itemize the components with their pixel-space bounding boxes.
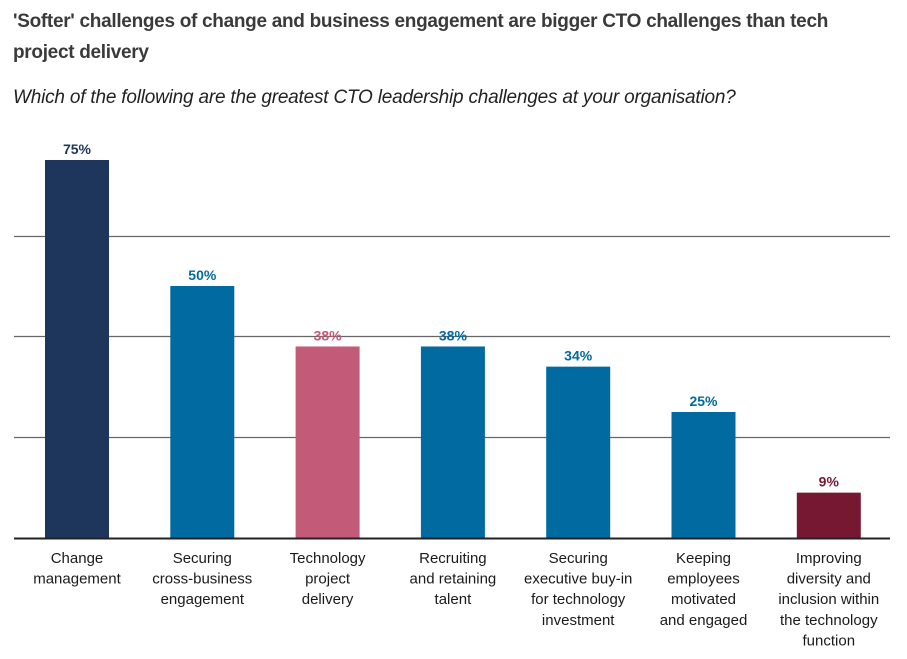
- chart-subtitle: Which of the following are the greatest …: [13, 87, 736, 108]
- category-label-line: inclusion within: [778, 591, 879, 608]
- category-label: Securing executive buy-in for technology in…: [524, 550, 632, 629]
- bar: [420, 346, 485, 538]
- category-label-line: engagement: [161, 591, 245, 608]
- category-label-line: Change: [51, 550, 104, 567]
- bar: [546, 366, 611, 538]
- value-label: 50%: [188, 267, 217, 283]
- bar: [295, 346, 360, 538]
- category-label-line: Technology: [290, 550, 366, 567]
- bar: [671, 412, 736, 538]
- value-label: 38%: [439, 327, 468, 343]
- category-label-line: and retaining: [410, 571, 497, 588]
- value-label: 38%: [314, 327, 343, 343]
- value-labels: 75% 50% 38% 38% 34% 25% 9%: [63, 141, 839, 490]
- category-label: Change management: [33, 550, 121, 588]
- category-label: Recruiting and retaining talent: [410, 550, 497, 608]
- chart-title: 'Softer' challenges of change and busine…: [13, 11, 829, 63]
- bars: [45, 160, 861, 538]
- category-label-line: Securing: [549, 550, 608, 567]
- category-label-line: talent: [435, 591, 473, 608]
- category-label-line: Improving: [796, 550, 862, 567]
- category-labels: Change management Securing cross-business en…: [33, 550, 879, 649]
- bar: [45, 160, 109, 538]
- category-label-line: employees: [667, 571, 740, 588]
- category-label-line: function: [803, 632, 856, 649]
- category-label: Keeping employees motivated and engaged: [660, 550, 748, 629]
- category-label: Technology project delivery: [290, 550, 366, 608]
- category-label-line: the technology: [780, 612, 878, 629]
- category-label-line: Keeping: [676, 550, 731, 567]
- category-label-line: Securing: [173, 550, 232, 567]
- category-label-line: and engaged: [660, 612, 748, 629]
- bar: [796, 492, 861, 538]
- category-label-line: motivated: [671, 591, 736, 608]
- value-label: 9%: [819, 474, 840, 490]
- category-label-line: diversity and: [787, 571, 871, 588]
- category-label-line: executive buy-in: [524, 571, 632, 588]
- value-label: 25%: [689, 393, 718, 409]
- category-label: Securing cross-business engagement: [152, 550, 252, 608]
- category-label-line: cross-business: [152, 571, 252, 588]
- value-label: 34%: [564, 348, 593, 364]
- category-label: Improving diversity and inclusion within th…: [778, 550, 879, 649]
- category-label-line: investment: [542, 612, 615, 629]
- bar: [170, 286, 235, 538]
- value-label: 75%: [63, 141, 92, 157]
- category-label-line: delivery: [302, 591, 354, 608]
- category-label-line: for technology: [531, 591, 626, 608]
- category-label-line: management: [33, 571, 121, 588]
- category-label-line: Recruiting: [419, 550, 487, 567]
- category-label-line: project: [305, 571, 351, 588]
